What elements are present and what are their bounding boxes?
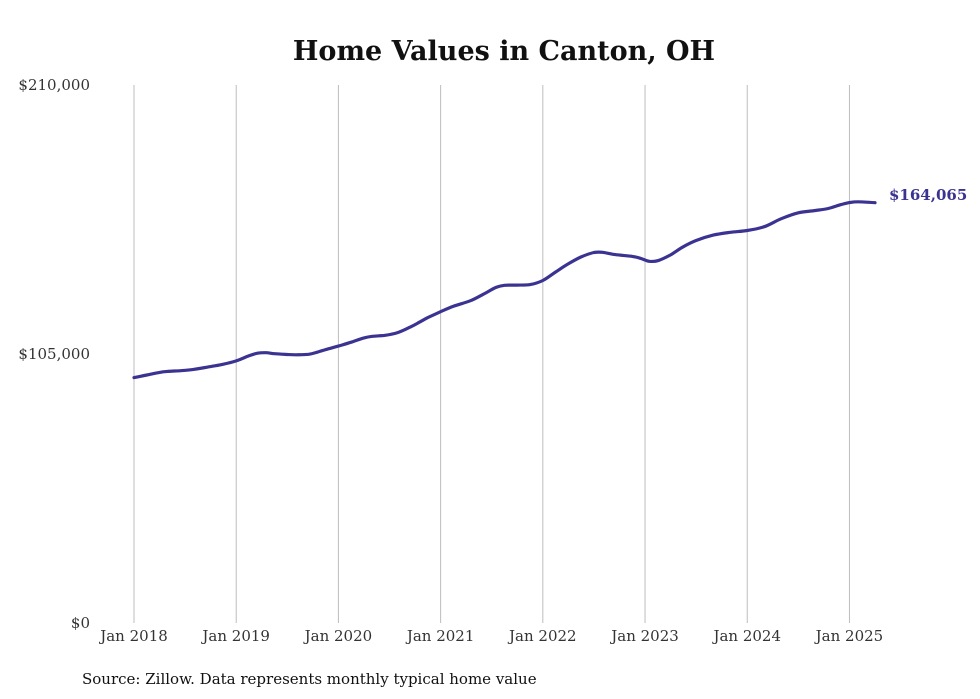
x-tick-label: Jan 2021 <box>405 627 475 645</box>
source-note: Source: Zillow. Data represents monthly … <box>82 670 537 688</box>
x-tick-label: Jan 2022 <box>507 627 577 645</box>
x-tick-label: Jan 2020 <box>303 627 373 645</box>
chart-title: Home Values in Canton, OH <box>293 36 715 67</box>
y-tick-label: $0 <box>71 614 90 632</box>
home-value-line <box>132 200 877 380</box>
x-tick-label: Jan 2024 <box>711 627 781 645</box>
y-tick-label: $210,000 <box>18 76 90 94</box>
end-value-label: $164,065 <box>889 186 967 204</box>
x-axis: Jan 2018 Jan 2019 Jan 2020 Jan 2021 Jan 2022… <box>98 627 883 645</box>
x-tick-label: Jan 2019 <box>200 627 270 645</box>
y-axis: $0 $105,000 $210,000 <box>18 76 90 632</box>
x-tick-label: Jan 2018 <box>98 627 168 645</box>
x-tick-label: Jan 2023 <box>609 627 679 645</box>
y-tick-label: $105,000 <box>18 345 90 363</box>
grid-lines <box>133 85 850 623</box>
x-tick-label: Jan 2025 <box>814 627 884 645</box>
